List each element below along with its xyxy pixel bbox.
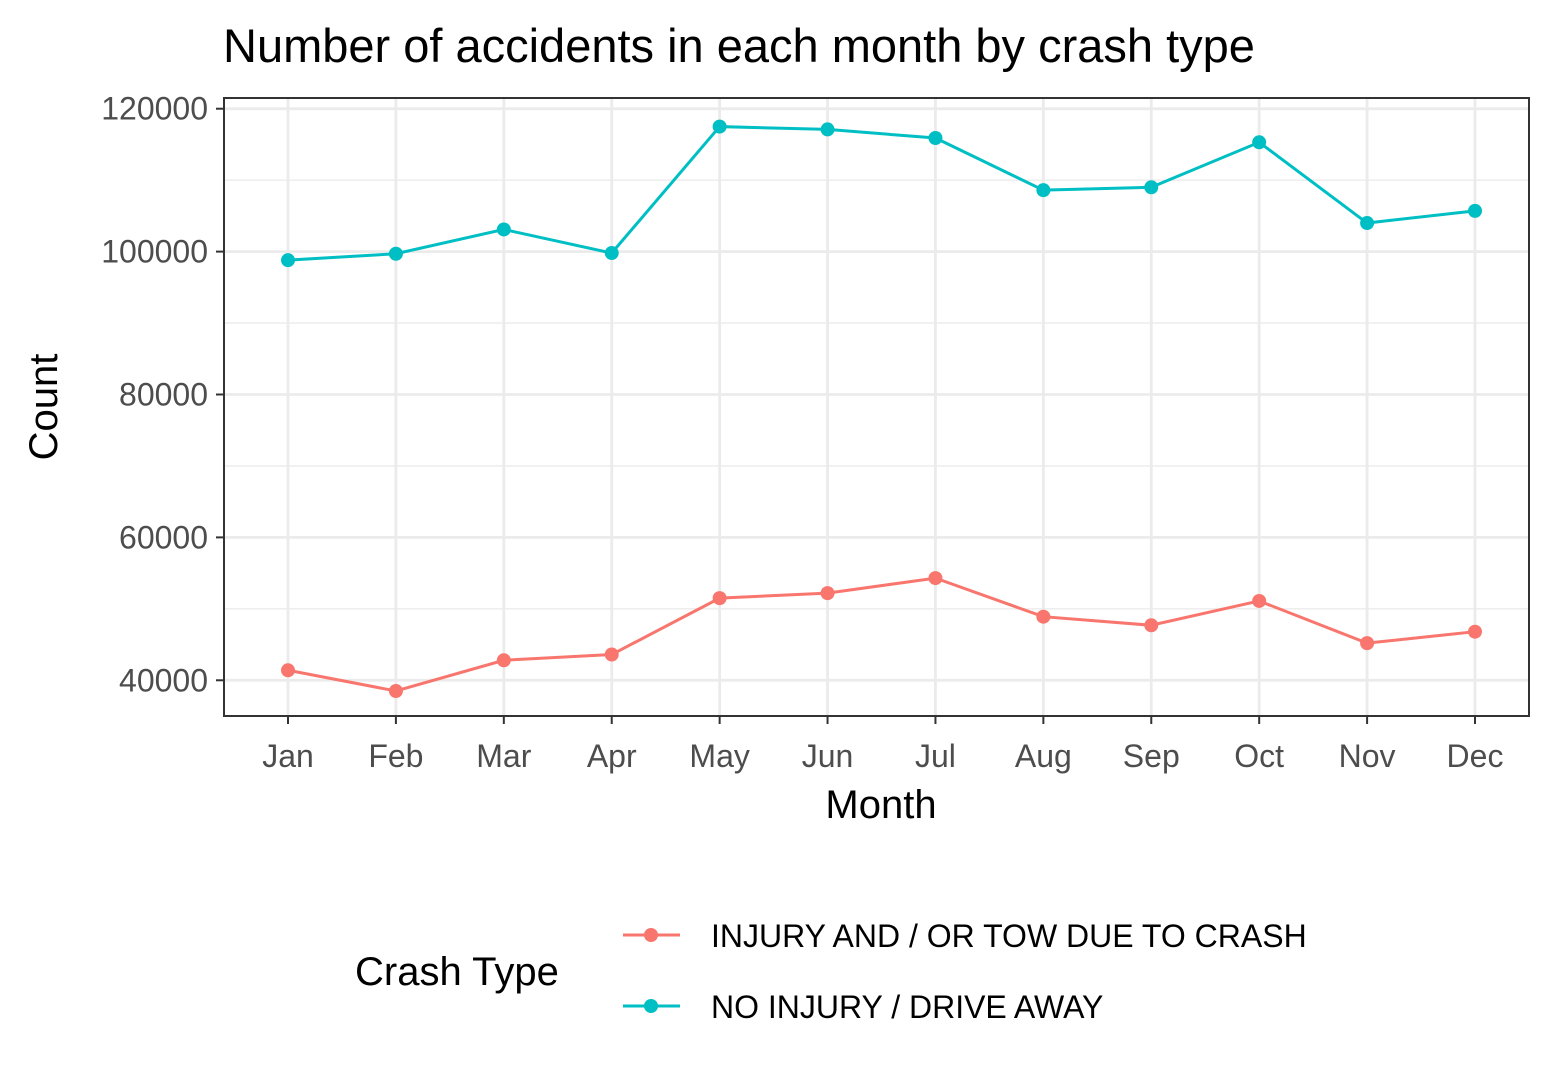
data-point bbox=[281, 253, 295, 268]
data-point bbox=[604, 246, 619, 261]
y-tick-label: 120000 bbox=[101, 91, 208, 127]
x-tick-label: May bbox=[689, 738, 749, 774]
axes: 40000 60000 80000 100000 120000 Jan Feb Mar Apr M… bbox=[101, 91, 1530, 774]
y-tick-label: 60000 bbox=[119, 519, 208, 555]
data-point bbox=[820, 586, 835, 601]
legend-label: INJURY AND / OR TOW DUE TO CRASH bbox=[711, 918, 1307, 954]
legend-item: INJURY AND / OR TOW DUE TO CRASH bbox=[623, 918, 1307, 954]
data-point bbox=[1144, 180, 1159, 195]
data-point bbox=[496, 653, 511, 668]
legend-key-point bbox=[644, 999, 658, 1013]
y-tick-label: 40000 bbox=[119, 662, 208, 698]
legend-label: NO INJURY / DRIVE AWAY bbox=[711, 989, 1103, 1025]
x-axis-title: Month bbox=[825, 783, 936, 827]
data-point bbox=[1252, 135, 1267, 150]
x-tick-label: Mar bbox=[476, 738, 531, 774]
x-tick-label: Oct bbox=[1234, 738, 1284, 774]
series-group bbox=[281, 119, 1482, 268]
data-point bbox=[1144, 618, 1159, 633]
x-tick-label: Feb bbox=[368, 738, 423, 774]
series-group bbox=[281, 571, 1482, 698]
x-tick-label: Sep bbox=[1123, 738, 1180, 774]
data-point bbox=[1360, 216, 1375, 231]
data-point bbox=[604, 647, 619, 662]
data-point bbox=[388, 683, 403, 698]
x-tick-label: Jul bbox=[915, 738, 956, 774]
plot-background bbox=[224, 98, 1529, 716]
data-point bbox=[388, 246, 403, 261]
x-tick-label: Nov bbox=[1339, 738, 1396, 774]
legend-title: Crash Type bbox=[355, 950, 559, 994]
data-point bbox=[820, 122, 835, 137]
x-tick-label: Jun bbox=[802, 738, 854, 774]
legend-key-point bbox=[644, 928, 658, 942]
chart-title: Number of accidents in each month by cra… bbox=[223, 19, 1255, 72]
data-point bbox=[928, 571, 943, 586]
series-layer bbox=[281, 119, 1482, 698]
data-point bbox=[1360, 636, 1375, 651]
data-point bbox=[1468, 624, 1482, 639]
data-point bbox=[1252, 593, 1267, 608]
legend: Crash Type INJURY AND / OR TOW DUE TO CR… bbox=[355, 918, 1307, 1025]
data-point bbox=[1036, 183, 1051, 198]
legend-item: NO INJURY / DRIVE AWAY bbox=[623, 989, 1103, 1025]
data-point bbox=[281, 663, 295, 678]
data-point bbox=[712, 119, 727, 134]
grid-lines bbox=[224, 98, 1529, 716]
x-tick-label: Dec bbox=[1447, 738, 1504, 774]
data-point bbox=[928, 131, 943, 146]
plot-border bbox=[223, 97, 1530, 717]
plot-panel bbox=[224, 98, 1529, 716]
data-point bbox=[1036, 609, 1051, 624]
x-tick-label: Aug bbox=[1015, 738, 1072, 774]
series-line bbox=[287, 576, 1476, 693]
data-point bbox=[712, 591, 727, 606]
data-point bbox=[1468, 203, 1482, 218]
x-tick-label: Jan bbox=[262, 738, 314, 774]
x-tick-label: Apr bbox=[587, 738, 637, 774]
y-axis-title: Count bbox=[22, 354, 66, 461]
y-tick-label: 100000 bbox=[101, 234, 208, 270]
y-tick-label: 80000 bbox=[119, 376, 208, 412]
data-point bbox=[496, 222, 511, 237]
series-line bbox=[287, 125, 1476, 262]
